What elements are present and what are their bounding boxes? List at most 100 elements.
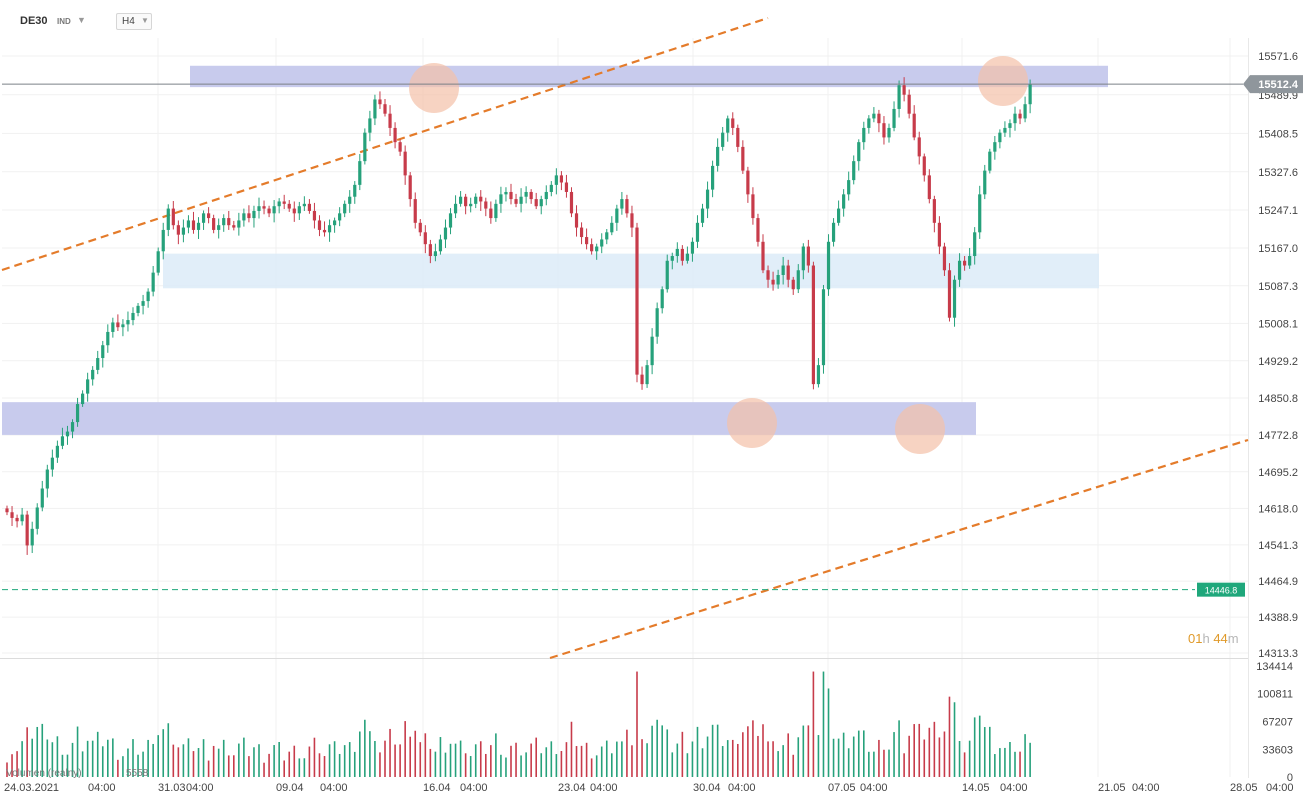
candle-body <box>685 253 689 261</box>
candle-countdown: 01h 44m <box>1188 631 1239 646</box>
candle-body <box>181 227 185 235</box>
candle-body <box>897 85 901 109</box>
candle-body <box>504 191 508 195</box>
volume-indicator-label: Volumen (realny) <box>6 768 82 779</box>
candle-body <box>489 208 493 219</box>
volume-indicator-value: 5558 <box>126 768 149 779</box>
time-tick-label: 07.05 <box>828 782 856 794</box>
candle-body <box>1003 127 1007 133</box>
chevron-down-icon: ▼ <box>141 16 149 25</box>
candle-body <box>201 213 206 223</box>
candle-body <box>837 208 841 223</box>
candle-body <box>212 218 216 230</box>
candle-body <box>333 220 337 226</box>
candle-body <box>262 206 266 209</box>
time-tick-label: 24.03.2021 <box>4 782 59 794</box>
candle-body <box>312 210 317 221</box>
candle-body <box>816 365 821 385</box>
candle-body <box>569 191 574 214</box>
candle-body <box>786 265 790 280</box>
price-tick-label: 14541.3 <box>1258 540 1298 552</box>
candle-body <box>937 222 941 247</box>
candle-body <box>307 203 311 211</box>
candle-body <box>252 210 256 219</box>
candle-body <box>1028 84 1032 105</box>
candle-body <box>877 113 881 124</box>
candle-body <box>338 213 342 221</box>
candle-body <box>983 170 987 195</box>
candle-body <box>272 206 276 214</box>
candle-body <box>756 218 760 242</box>
candle-body <box>176 225 180 235</box>
trend-line <box>1 16 769 272</box>
candle-body <box>91 369 95 380</box>
candle-body <box>726 118 730 133</box>
candle-body <box>947 270 952 318</box>
timeframe-select[interactable]: H4 ▼ <box>116 13 152 30</box>
candle-body <box>151 272 155 292</box>
candle-body <box>907 94 911 114</box>
volume-tick-label: 100811 <box>1257 689 1293 701</box>
price-axis: 15571.615489.915408.515327.615247.115167… <box>1197 51 1303 660</box>
candle-body <box>479 196 483 202</box>
candle-body <box>539 199 543 207</box>
candle-body <box>106 331 110 346</box>
candle-body <box>358 161 362 185</box>
candle-body <box>1008 123 1012 128</box>
candle-body <box>514 199 518 204</box>
candle-body <box>25 514 29 546</box>
candle-body <box>826 241 831 290</box>
candle-body <box>847 180 851 195</box>
candle-body <box>635 227 639 375</box>
candle-body <box>645 365 649 385</box>
candle-body <box>156 251 160 273</box>
symbol-dropdown-chevron-icon[interactable]: ▼ <box>77 15 86 25</box>
candle-body <box>373 99 377 119</box>
price-tick-label: 14850.8 <box>1258 393 1298 405</box>
highlight-circle <box>895 404 945 454</box>
candle-body <box>398 142 402 152</box>
candle-body <box>418 222 422 233</box>
candle-body <box>378 99 382 105</box>
price-tick-label: 15327.6 <box>1258 167 1298 179</box>
candle-body <box>615 208 619 223</box>
time-tick-label: 28.05 <box>1230 782 1258 794</box>
time-tick-label: 09.04 <box>276 782 304 794</box>
candle-body <box>15 517 19 522</box>
candle-body <box>902 85 906 95</box>
time-tick-label: 21.05 <box>1098 782 1126 794</box>
candle-body <box>716 146 720 166</box>
candle-body <box>292 208 296 214</box>
support-zone <box>2 402 976 435</box>
candle-body <box>196 222 201 230</box>
candle-body <box>660 289 664 309</box>
time-tick-label: 16.04 <box>423 782 451 794</box>
candle-body <box>186 220 191 228</box>
candle-body <box>35 507 39 529</box>
time-tick-label: 04:00 <box>728 782 756 794</box>
candle-body <box>40 488 44 508</box>
candle-body <box>131 312 135 321</box>
candle-body <box>746 170 750 195</box>
candle-body <box>322 229 327 233</box>
candle-body <box>136 305 140 313</box>
level-label: 14446.8 <box>1205 586 1238 596</box>
candle-body <box>766 270 770 280</box>
candle-body <box>791 279 795 290</box>
price-zones <box>2 65 1108 435</box>
horizontal-levels <box>2 83 1243 591</box>
candle-body <box>277 201 281 207</box>
symbol-label[interactable]: DE30 <box>20 15 48 27</box>
timeframe-label: H4 <box>122 16 135 27</box>
price-tick-label: 14618.0 <box>1258 503 1298 515</box>
candle-body <box>327 225 332 233</box>
candle-body <box>469 203 473 207</box>
candle-body <box>393 127 397 143</box>
candle-body <box>857 142 861 162</box>
candle-body <box>237 220 241 228</box>
candle-body <box>55 445 59 458</box>
candle-body <box>680 248 684 261</box>
candle-body <box>554 175 558 185</box>
candle-body <box>111 322 115 332</box>
